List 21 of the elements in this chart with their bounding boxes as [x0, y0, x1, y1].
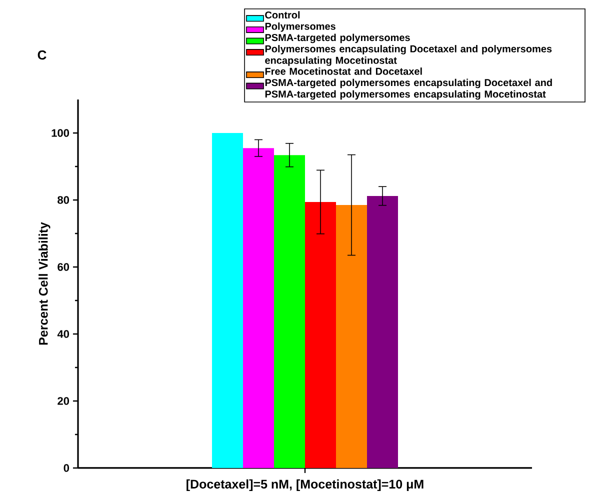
y-axis-title: Percent Cell Viability [38, 222, 50, 345]
legend-label: Polymersomes [265, 22, 336, 32]
bar [274, 155, 305, 468]
legend-label: Free Mocetinostat and Docetaxel [265, 68, 422, 75]
y-tick-label: 60 [58, 263, 70, 271]
bar [367, 196, 398, 468]
bar [243, 148, 274, 468]
y-tick-label: 100 [52, 129, 70, 137]
y-tick-label: 0 [64, 464, 70, 472]
y-tick-label: 20 [58, 397, 70, 405]
y-tick-label: 40 [57, 330, 70, 338]
x-axis-title: [Docetaxel]=5 nM, [Mocetinostat]=10 μM [186, 479, 424, 492]
legend-label: Polymersomes encapsulating Docetaxel and polymersomes encapsulating Mocetinostat [265, 45, 552, 66]
legend-label: PSMA-targeted polymersomes encapsulating Docetaxel and PSMA-targeted polymersomes encapsulating Mocetinostat [265, 78, 552, 100]
bar [336, 205, 367, 468]
legend-label: PSMA-targeted polymersomes [265, 34, 410, 44]
bar [212, 132, 244, 468]
bar [305, 202, 336, 468]
text: C [38, 50, 46, 60]
legend-label: Control [265, 11, 300, 19]
y-tick-label: 80 [58, 196, 70, 204]
